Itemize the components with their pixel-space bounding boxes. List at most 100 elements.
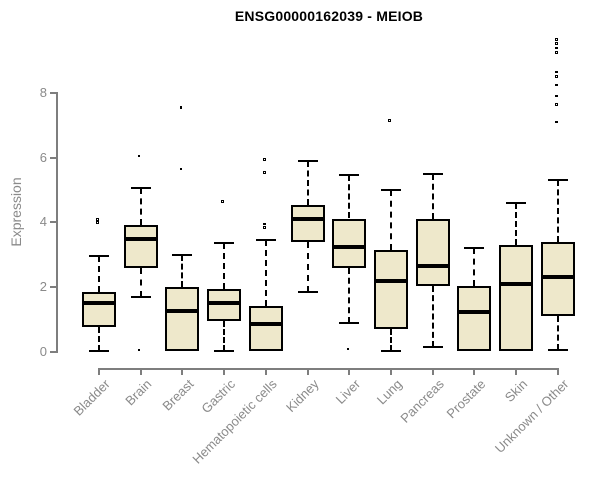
outlier-point bbox=[263, 158, 266, 161]
x-axis-tick bbox=[139, 370, 142, 375]
whisker-cap-upper bbox=[130, 187, 151, 190]
box-1 bbox=[123, 224, 158, 268]
x-axis-tick bbox=[348, 370, 351, 375]
y-tick-label: 0 bbox=[39, 344, 47, 359]
whisker-cap-upper bbox=[172, 253, 193, 256]
whisker-upper bbox=[223, 243, 226, 290]
whisker-cap-upper bbox=[381, 189, 402, 191]
x-tick-label: Prostate bbox=[443, 376, 489, 422]
y-axis-tick bbox=[50, 286, 56, 289]
x-tick-label: Brain bbox=[122, 376, 155, 409]
whisker-cap-upper bbox=[89, 255, 109, 258]
whisker-cap-upper bbox=[464, 247, 485, 250]
x-tick-label: Breast bbox=[159, 376, 197, 414]
whisker-cap-lower bbox=[130, 295, 151, 298]
whisker-upper bbox=[431, 173, 434, 219]
y-tick-label: 2 bbox=[39, 279, 47, 295]
whisker-cap-lower bbox=[422, 346, 443, 349]
whisker-cap-upper bbox=[214, 242, 235, 245]
x-tick-label: Pancreas bbox=[397, 376, 447, 426]
whisker-upper bbox=[390, 190, 393, 250]
x-tick-label: Hematopoietic cells bbox=[189, 376, 280, 467]
x-tick-label: Liver bbox=[332, 376, 364, 407]
whisker-lower bbox=[98, 326, 100, 352]
y-tick-label: 4 bbox=[39, 214, 47, 230]
chart-title: ENSG00000162039 - MEIOB bbox=[234, 8, 424, 24]
x-axis-tick bbox=[390, 370, 393, 375]
x-axis-tick bbox=[473, 370, 476, 375]
y-axis-tick bbox=[50, 91, 56, 94]
x-axis-tick bbox=[556, 370, 559, 375]
whisker-upper bbox=[264, 240, 267, 306]
median-line bbox=[457, 309, 492, 314]
y-axis-tick bbox=[50, 221, 56, 224]
outlier-point bbox=[96, 221, 99, 224]
outlier-point bbox=[555, 42, 558, 45]
x-axis-tick bbox=[98, 370, 100, 375]
outlier-point bbox=[555, 83, 558, 87]
outlier-point bbox=[555, 103, 558, 106]
x-tick-label: Skin bbox=[501, 376, 531, 405]
outlier-point bbox=[555, 120, 558, 124]
median-line bbox=[207, 301, 242, 306]
x-tick-label: Kidney bbox=[282, 376, 322, 416]
x-tick-label: Unknown / Other bbox=[492, 376, 572, 456]
x-tick-label: Bladder bbox=[70, 376, 113, 419]
whisker-lower bbox=[348, 268, 351, 323]
whisker-cap-upper bbox=[255, 239, 276, 242]
whisker-cap-lower bbox=[89, 350, 109, 353]
outlier-point bbox=[137, 154, 141, 158]
median-line bbox=[374, 278, 409, 283]
x-axis-tick bbox=[223, 370, 226, 375]
box-9 bbox=[457, 285, 492, 352]
median-line bbox=[332, 244, 367, 249]
x-tick-label: Lung bbox=[373, 376, 405, 408]
whisker-cap-upper bbox=[297, 159, 318, 162]
whisker-cap-upper bbox=[547, 179, 568, 182]
outlier-point bbox=[555, 75, 558, 78]
y-axis-tick bbox=[50, 156, 56, 159]
whisker-lower bbox=[223, 321, 226, 352]
whisker-lower bbox=[431, 285, 434, 348]
x-axis-tick bbox=[431, 370, 434, 375]
median-line bbox=[499, 281, 534, 286]
y-axis-tick bbox=[50, 351, 56, 353]
box-5 bbox=[290, 204, 325, 242]
whisker-upper bbox=[181, 254, 184, 288]
box-7 bbox=[374, 249, 409, 330]
outlier-point bbox=[555, 70, 558, 74]
whisker-lower bbox=[390, 329, 393, 352]
x-axis-line bbox=[98, 368, 559, 370]
median-line bbox=[82, 301, 116, 306]
box-8 bbox=[415, 218, 450, 286]
outlier-point bbox=[221, 200, 224, 203]
x-axis-tick bbox=[306, 370, 309, 375]
y-tick-label: 8 bbox=[39, 84, 47, 100]
whisker-lower bbox=[556, 316, 559, 351]
outlier-point bbox=[555, 46, 558, 50]
outlier-point bbox=[137, 348, 141, 352]
x-axis-tick bbox=[181, 370, 184, 375]
whisker-cap-lower bbox=[214, 350, 235, 353]
whisker-lower bbox=[306, 241, 309, 293]
x-tick-label: Gastric bbox=[198, 376, 239, 417]
outlier-point bbox=[179, 106, 183, 109]
whisker-upper bbox=[306, 160, 309, 205]
y-axis-line bbox=[56, 91, 58, 353]
box-2 bbox=[165, 287, 200, 352]
median-line bbox=[415, 264, 450, 269]
outlier-point bbox=[263, 171, 266, 174]
outlier-point bbox=[555, 51, 558, 54]
median-line bbox=[248, 322, 283, 327]
outlier-point bbox=[263, 222, 266, 226]
box-0 bbox=[82, 292, 116, 327]
whisker-lower bbox=[139, 267, 142, 297]
whisker-cap-lower bbox=[547, 349, 568, 352]
whisker-cap-lower bbox=[297, 291, 318, 294]
whisker-upper bbox=[556, 180, 559, 243]
whisker-cap-upper bbox=[506, 201, 527, 204]
whisker-cap-lower bbox=[381, 350, 402, 353]
box-6 bbox=[332, 218, 367, 269]
outlier-point bbox=[555, 38, 558, 41]
